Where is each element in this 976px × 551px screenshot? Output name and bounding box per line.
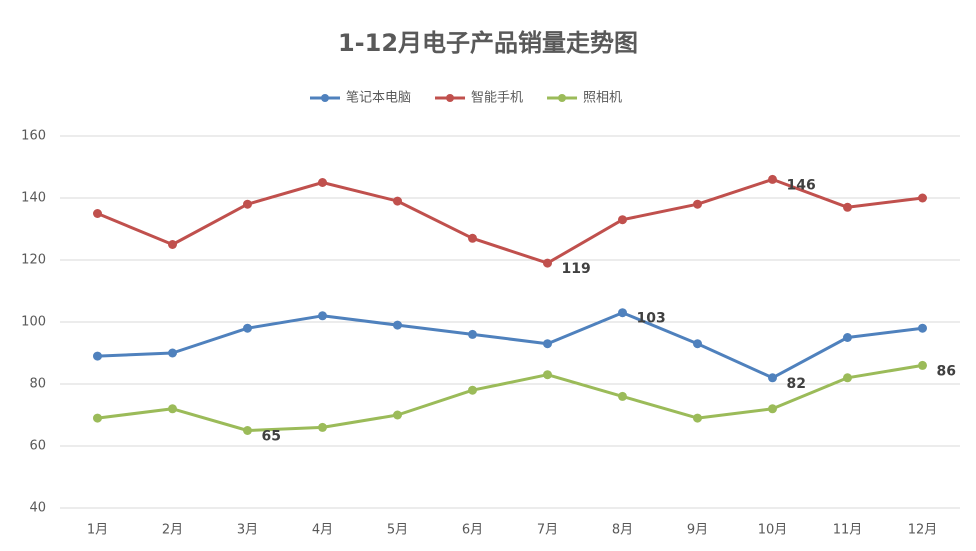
x-tick-label: 4月 <box>312 523 333 538</box>
data-point <box>843 202 852 212</box>
series-line <box>96 177 923 265</box>
x-tick-label: 11月 <box>833 523 863 538</box>
data-label: 86 <box>937 363 956 379</box>
data-point <box>168 404 177 414</box>
x-tick-label: 2月 <box>162 523 183 538</box>
series-line <box>97 363 923 432</box>
y-tick-label: 120 <box>21 253 46 268</box>
x-tick-label: 5月 <box>387 523 408 538</box>
x-tick-label: 10月 <box>758 523 788 538</box>
data-label: 146 <box>787 177 816 193</box>
data-point <box>318 311 327 321</box>
data-point <box>918 193 927 203</box>
data-point <box>618 391 627 401</box>
data-point <box>243 426 252 435</box>
data-point <box>693 339 702 349</box>
data-point <box>693 199 702 209</box>
data-point <box>468 233 477 243</box>
data-label: 82 <box>787 376 806 392</box>
y-tick-label: 160 <box>21 129 46 144</box>
x-tick-label: 12月 <box>908 523 938 538</box>
data-point <box>768 174 777 184</box>
data-point <box>543 339 552 349</box>
series-line <box>97 311 923 380</box>
data-point <box>618 308 627 318</box>
x-tick-label: 8月 <box>612 523 633 538</box>
data-point <box>468 385 477 395</box>
data-point <box>693 413 702 423</box>
data-point <box>768 373 777 383</box>
data-point <box>168 348 177 358</box>
y-tick-label: 140 <box>21 191 46 206</box>
data-point <box>168 240 177 249</box>
data-point <box>393 196 402 206</box>
data-point <box>918 360 927 370</box>
legend-marker <box>446 94 455 102</box>
legend-marker <box>558 94 567 102</box>
legend-marker <box>321 94 329 102</box>
data-point <box>543 258 552 268</box>
legend-label: 笔记本电脑 <box>346 90 411 106</box>
data-point <box>93 413 102 423</box>
x-tick-label: 3月 <box>237 523 258 538</box>
y-tick-label: 40 <box>29 501 46 516</box>
data-point <box>318 178 327 187</box>
data-point <box>843 333 852 342</box>
data-point <box>93 209 102 218</box>
legend-label: 照相机 <box>583 91 622 106</box>
data-label: 119 <box>562 261 591 277</box>
data-point <box>393 320 402 330</box>
x-tick-label: 1月 <box>87 523 108 538</box>
data-point <box>768 404 777 414</box>
y-tick-label: 60 <box>29 439 46 454</box>
data-point <box>393 410 402 420</box>
data-point <box>618 215 627 225</box>
x-tick-label: 6月 <box>462 523 483 538</box>
y-tick-label: 80 <box>29 377 46 392</box>
data-point <box>93 351 102 361</box>
data-label: 103 <box>637 311 666 327</box>
data-point <box>543 370 552 380</box>
data-point <box>243 199 252 209</box>
chart-title: 1-12月电子产品销量走势图 <box>338 29 638 57</box>
data-point <box>843 373 852 383</box>
data-point <box>318 422 327 432</box>
x-tick-label: 9月 <box>687 523 708 538</box>
data-point <box>918 323 927 333</box>
data-point <box>243 323 252 333</box>
x-tick-label: 7月 <box>537 523 558 538</box>
data-point <box>468 329 477 339</box>
legend-label: 智能手机 <box>471 91 523 106</box>
data-label: 65 <box>262 429 281 445</box>
y-tick-label: 100 <box>21 315 46 330</box>
